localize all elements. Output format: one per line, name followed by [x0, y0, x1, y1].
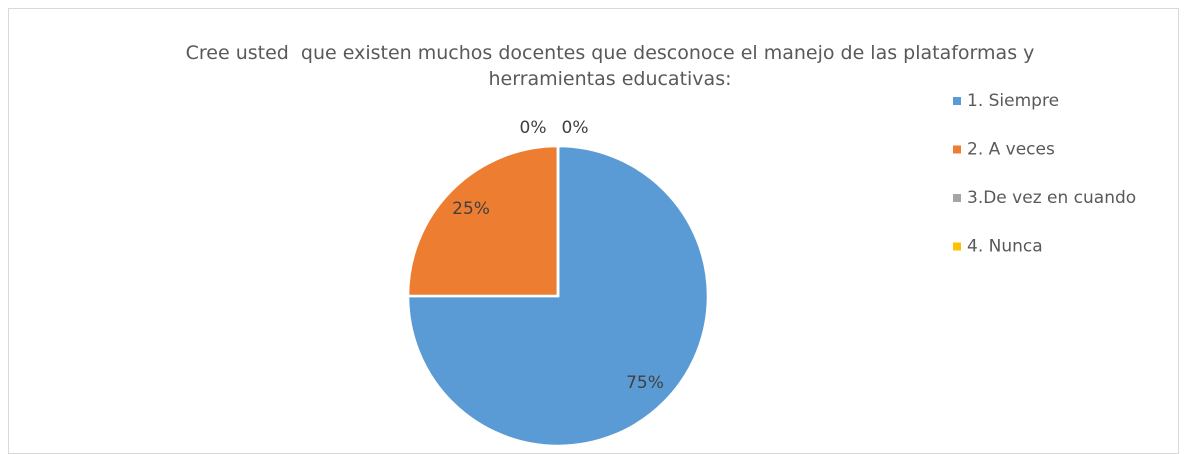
legend-label: 1. Siempre	[967, 91, 1059, 111]
legend-label: 3.De vez en cuando	[967, 188, 1136, 208]
legend-label: 4. Nunca	[967, 237, 1043, 257]
legend-swatch	[953, 145, 961, 154]
legend-label: 2. A veces	[967, 140, 1055, 160]
data-label: 0%	[520, 118, 547, 138]
data-label: 25%	[452, 199, 490, 219]
legend-swatch	[953, 242, 961, 251]
chart-title: Cree usted que existen muchos docentes q…	[185, 42, 1041, 90]
legend-swatch	[953, 97, 961, 105]
pie-slice	[406, 144, 710, 448]
data-label: 0%	[562, 118, 589, 138]
legend-swatch	[953, 194, 961, 202]
pie-slice	[406, 144, 560, 298]
data-label: 75%	[626, 373, 664, 393]
